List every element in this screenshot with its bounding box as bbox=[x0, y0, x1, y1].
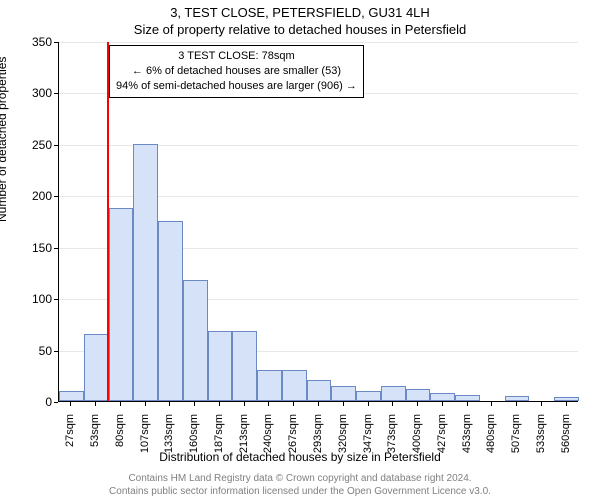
x-tick-mark bbox=[95, 402, 96, 406]
histogram-bar bbox=[455, 395, 480, 401]
histogram-bar bbox=[356, 391, 381, 401]
histogram-bar bbox=[257, 370, 282, 401]
y-tick-label: 300 bbox=[12, 86, 52, 100]
x-tick-mark bbox=[169, 402, 170, 406]
footer-attribution: Contains HM Land Registry data © Crown c… bbox=[0, 473, 600, 498]
y-tick-label: 150 bbox=[12, 241, 52, 255]
histogram-bar bbox=[430, 393, 455, 401]
histogram-bar bbox=[59, 391, 84, 401]
histogram-bar bbox=[505, 396, 530, 401]
histogram-bar bbox=[554, 397, 579, 401]
y-axis-label: Number of detached properties bbox=[0, 57, 9, 222]
annotation-line1: 3 TEST CLOSE: 78sqm bbox=[116, 49, 357, 64]
x-tick-mark bbox=[442, 402, 443, 406]
histogram-bar bbox=[381, 386, 406, 401]
x-tick-mark bbox=[268, 402, 269, 406]
footer-line1: Contains HM Land Registry data © Crown c… bbox=[0, 473, 600, 486]
x-tick-mark bbox=[318, 402, 319, 406]
x-tick-mark bbox=[516, 402, 517, 406]
x-tick-mark bbox=[392, 402, 393, 406]
x-tick-mark bbox=[566, 402, 567, 406]
gridline bbox=[59, 42, 578, 43]
x-tick-mark bbox=[417, 402, 418, 406]
histogram-bar bbox=[84, 334, 109, 401]
x-tick-mark bbox=[145, 402, 146, 406]
y-tick-label: 250 bbox=[12, 138, 52, 152]
histogram-bar bbox=[232, 331, 257, 401]
y-tick-label: 350 bbox=[12, 35, 52, 49]
histogram-bar bbox=[183, 280, 208, 401]
annotation-box: 3 TEST CLOSE: 78sqm ← 6% of detached hou… bbox=[109, 45, 364, 98]
histogram-bar bbox=[158, 221, 183, 401]
histogram-bar bbox=[331, 386, 356, 401]
x-tick-mark bbox=[368, 402, 369, 406]
chart-subtitle: Size of property relative to detached ho… bbox=[0, 22, 600, 37]
x-tick-mark bbox=[467, 402, 468, 406]
histogram-bar bbox=[282, 370, 307, 401]
histogram-bar bbox=[109, 208, 134, 401]
x-tick-mark bbox=[343, 402, 344, 406]
histogram-bar bbox=[208, 331, 233, 401]
x-tick-mark bbox=[491, 402, 492, 406]
x-tick-mark bbox=[293, 402, 294, 406]
histogram-bar bbox=[133, 144, 158, 401]
x-axis-label: Distribution of detached houses by size … bbox=[0, 450, 600, 464]
x-tick-mark bbox=[120, 402, 121, 406]
histogram-bar bbox=[406, 389, 431, 401]
x-tick-mark bbox=[70, 402, 71, 406]
annotation-line2: ← 6% of detached houses are smaller (53) bbox=[116, 64, 357, 79]
address-title: 3, TEST CLOSE, PETERSFIELD, GU31 4LH bbox=[0, 5, 600, 20]
chart-container: 3, TEST CLOSE, PETERSFIELD, GU31 4LH Siz… bbox=[0, 0, 600, 500]
x-tick-mark bbox=[219, 402, 220, 406]
x-tick-mark bbox=[244, 402, 245, 406]
plot-area: 3 TEST CLOSE: 78sqm ← 6% of detached hou… bbox=[58, 42, 578, 402]
x-tick-mark bbox=[541, 402, 542, 406]
y-tick-label: 100 bbox=[12, 292, 52, 306]
y-tick-mark bbox=[54, 402, 58, 403]
histogram-bar bbox=[307, 380, 332, 401]
annotation-line3: 94% of semi-detached houses are larger (… bbox=[116, 79, 357, 94]
x-tick-mark bbox=[194, 402, 195, 406]
y-tick-label: 200 bbox=[12, 189, 52, 203]
y-tick-label: 50 bbox=[12, 344, 52, 358]
y-tick-label: 0 bbox=[12, 395, 52, 409]
footer-line2: Contains public sector information licen… bbox=[0, 486, 600, 499]
